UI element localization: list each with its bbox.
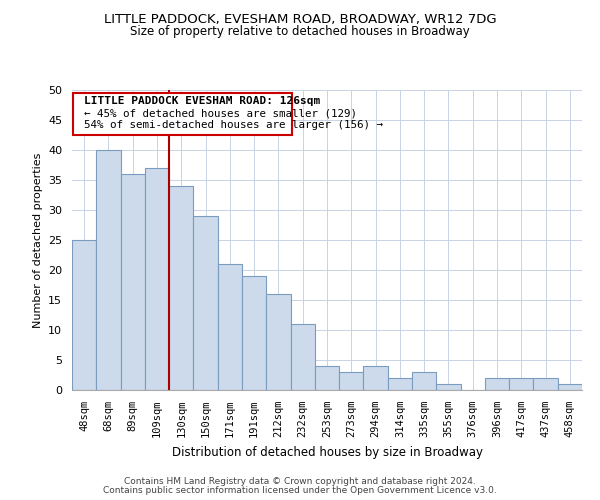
Bar: [388, 378, 412, 390]
Text: Contains HM Land Registry data © Crown copyright and database right 2024.: Contains HM Land Registry data © Crown c…: [124, 477, 476, 486]
Bar: [485, 378, 509, 390]
Bar: [558, 384, 582, 390]
Bar: [169, 186, 193, 390]
Text: LITTLE PADDOCK, EVESHAM ROAD, BROADWAY, WR12 7DG: LITTLE PADDOCK, EVESHAM ROAD, BROADWAY, …: [104, 12, 496, 26]
Bar: [266, 294, 290, 390]
Bar: [412, 372, 436, 390]
Bar: [242, 276, 266, 390]
Bar: [145, 168, 169, 390]
Bar: [96, 150, 121, 390]
Bar: [533, 378, 558, 390]
FancyBboxPatch shape: [73, 93, 292, 135]
Y-axis label: Number of detached properties: Number of detached properties: [32, 152, 43, 328]
Bar: [193, 216, 218, 390]
Bar: [339, 372, 364, 390]
Bar: [436, 384, 461, 390]
Text: ← 45% of detached houses are smaller (129): ← 45% of detached houses are smaller (12…: [84, 108, 357, 118]
Bar: [364, 366, 388, 390]
Text: Contains public sector information licensed under the Open Government Licence v3: Contains public sector information licen…: [103, 486, 497, 495]
Bar: [315, 366, 339, 390]
Bar: [218, 264, 242, 390]
Bar: [121, 174, 145, 390]
Bar: [290, 324, 315, 390]
Text: Size of property relative to detached houses in Broadway: Size of property relative to detached ho…: [130, 25, 470, 38]
Bar: [72, 240, 96, 390]
Text: 54% of semi-detached houses are larger (156) →: 54% of semi-detached houses are larger (…: [84, 120, 383, 130]
X-axis label: Distribution of detached houses by size in Broadway: Distribution of detached houses by size …: [172, 446, 482, 458]
Text: LITTLE PADDOCK EVESHAM ROAD: 126sqm: LITTLE PADDOCK EVESHAM ROAD: 126sqm: [84, 96, 320, 106]
Bar: [509, 378, 533, 390]
